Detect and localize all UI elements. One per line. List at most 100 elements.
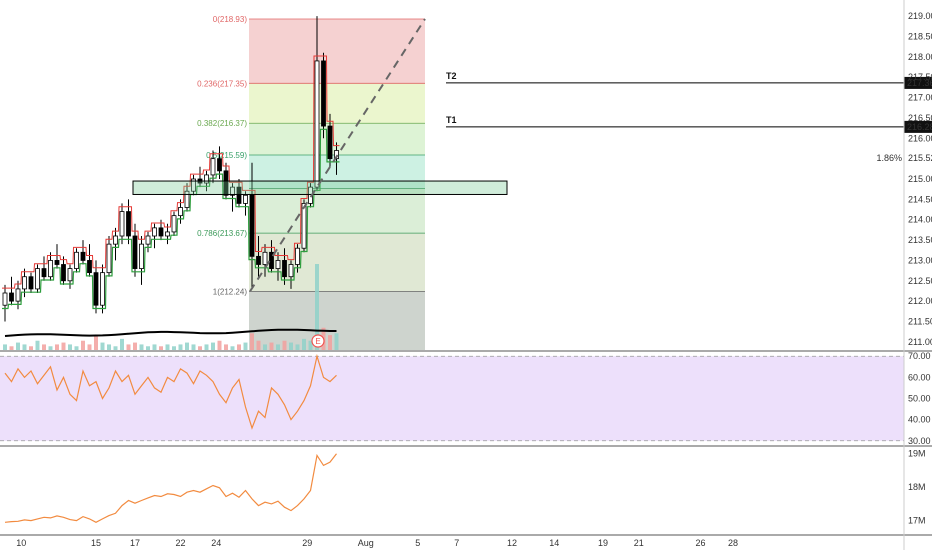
candle-body <box>210 158 216 176</box>
candle-body <box>132 235 138 269</box>
volume-bar <box>276 344 280 350</box>
candle-body <box>119 211 125 237</box>
candle-body <box>48 260 53 278</box>
rsi-panel <box>0 353 904 442</box>
volume-bar <box>204 344 209 350</box>
fib-level-label: 0.786(213.67) <box>197 229 247 238</box>
volume-bar <box>68 344 72 350</box>
candle-body <box>74 251 79 269</box>
projection-dashed-line[interactable] <box>249 18 426 292</box>
candle-body <box>230 186 235 196</box>
volume-bar <box>81 340 85 350</box>
time-axis-tick: 24 <box>211 538 221 548</box>
time-axis-tick: 19 <box>598 538 608 548</box>
fib-level-label: 0.5(215.59) <box>206 151 247 160</box>
volume-bar <box>42 344 46 350</box>
candle-body <box>327 125 333 160</box>
volume-bar <box>87 344 92 350</box>
red-step-line <box>2 55 340 289</box>
price-axis-tick: 216.50 <box>908 113 932 123</box>
price-axis-tick: 214.50 <box>908 194 932 204</box>
obv-line <box>4 453 337 523</box>
volume-bar <box>3 344 7 350</box>
fib-band <box>249 188 425 234</box>
obv-axis-tick: 18M <box>908 482 926 492</box>
price-axis-tick: 217.50 <box>908 72 932 82</box>
candle-body <box>87 260 92 274</box>
price-axis-tick: 217.00 <box>908 93 932 103</box>
candle-body <box>282 260 287 278</box>
candle-body <box>165 231 170 237</box>
price-tag-background <box>904 76 932 89</box>
obv-axis-tick: 17M <box>908 516 926 526</box>
green-step-line <box>2 128 340 310</box>
candle-body <box>269 251 274 269</box>
candle-body <box>249 194 255 257</box>
volume-bar <box>29 346 33 350</box>
volume-bar <box>334 333 339 350</box>
candle-body <box>243 194 248 204</box>
candle-body <box>158 227 164 237</box>
volume-bar <box>146 346 150 350</box>
obv-axis-tick: 19M <box>908 449 926 459</box>
candle-body <box>191 178 196 192</box>
candle-body <box>139 243 144 269</box>
candle-body <box>171 215 177 233</box>
candle-body <box>41 268 47 278</box>
candle-body <box>295 247 300 265</box>
time-axis-tick: Aug <box>358 538 374 548</box>
candle-body <box>236 186 242 204</box>
price-axis-tick: 211.50 <box>908 317 932 327</box>
earnings-marker[interactable]: E <box>311 334 325 348</box>
volume-bar <box>289 342 293 350</box>
earnings-letter: E <box>315 337 320 346</box>
overlay-drawings[interactable]: T2 217.36 T1 216.28 1.86% E <box>132 18 932 348</box>
fib-level-label: 0.382(216.37) <box>197 119 247 128</box>
volume-bar <box>315 264 319 350</box>
volume-bar <box>178 344 183 350</box>
candle-body <box>15 288 21 302</box>
volume-bar <box>35 340 40 350</box>
price-axis-tick: 218.00 <box>908 52 932 62</box>
volume-bar <box>243 342 248 350</box>
volume-bar <box>237 344 241 350</box>
price-axis-tick: 214.00 <box>908 215 932 225</box>
volume-bar <box>120 338 124 350</box>
volume-bar <box>230 346 235 350</box>
volume-bar <box>308 340 313 350</box>
time-axis-tick: 29 <box>302 538 312 548</box>
candle-body <box>256 255 261 265</box>
candle-body <box>22 276 27 290</box>
volume-bar <box>198 346 202 350</box>
volume-bar <box>61 342 66 350</box>
candle-body <box>9 292 14 302</box>
volume-bar <box>159 346 163 350</box>
price-axis-tick: 215.52 <box>908 153 932 163</box>
candle-body <box>262 251 268 265</box>
volume-bar <box>263 344 267 350</box>
candle-body <box>2 292 8 306</box>
candle-body <box>223 170 229 196</box>
time-axis-tick: 26 <box>695 538 705 548</box>
candle-body <box>217 158 222 172</box>
volume-bar <box>328 335 332 350</box>
time-axis-tick: 5 <box>415 538 420 548</box>
price-axis-tick: 211.00 <box>908 337 932 347</box>
candle-body <box>106 243 112 274</box>
candle-body <box>61 264 66 282</box>
volume-bar <box>302 338 306 350</box>
volume-bar <box>165 344 170 350</box>
volume-bar <box>211 342 215 350</box>
candle-body <box>28 276 34 290</box>
fib-level-label: 0(218.93) <box>213 15 248 24</box>
candle-body <box>80 251 86 261</box>
candle-body <box>35 268 40 290</box>
price-axis-tick: 216.00 <box>908 133 932 143</box>
candle-body <box>100 272 105 306</box>
time-axis-tick: 7 <box>454 538 459 548</box>
obv-panel <box>4 453 337 523</box>
price-tag-label: 216.28 <box>907 122 932 132</box>
